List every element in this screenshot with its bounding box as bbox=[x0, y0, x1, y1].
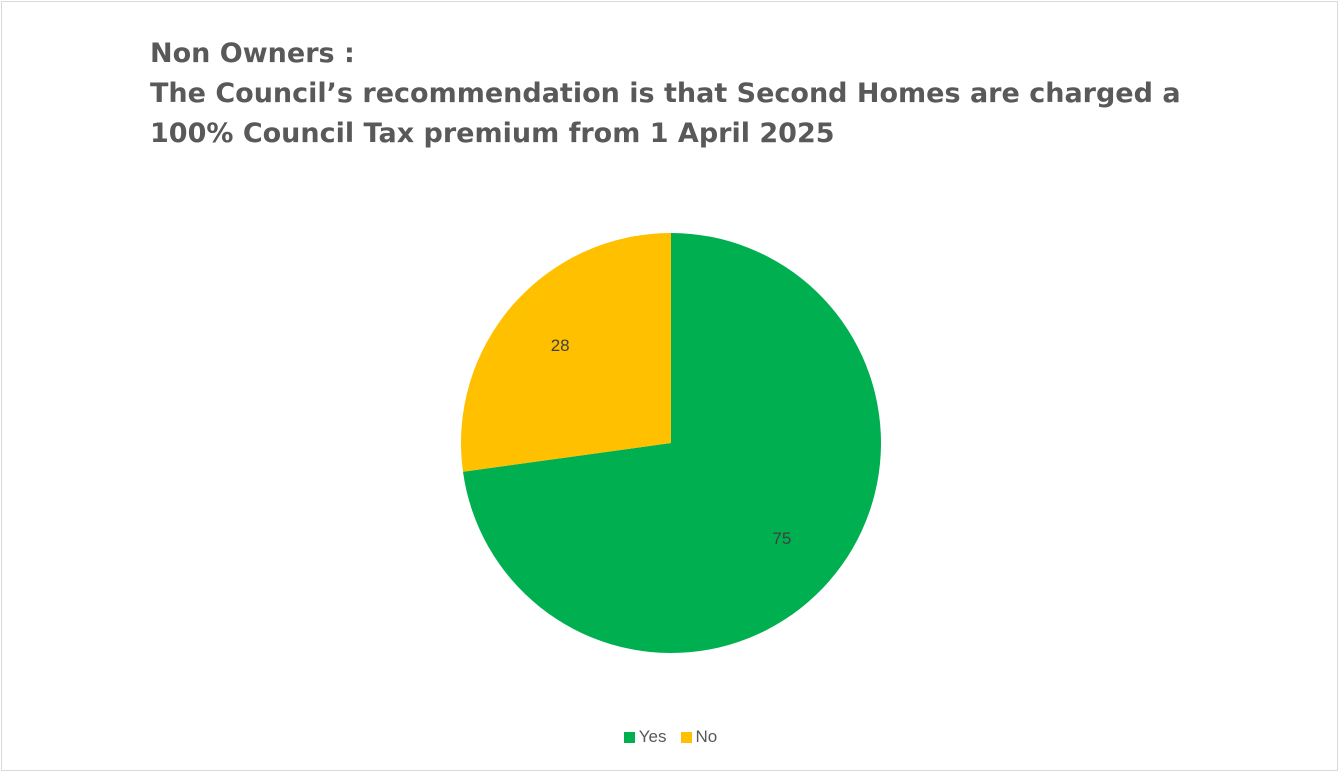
chart-title-line-1: Non Owners : bbox=[150, 38, 355, 69]
legend-item-yes: Yes bbox=[623, 727, 667, 747]
legend-swatch-no bbox=[680, 731, 692, 743]
legend-swatch-yes bbox=[623, 731, 635, 743]
legend-label-no: No bbox=[695, 727, 718, 746]
data-label-yes: 75 bbox=[772, 529, 791, 548]
chart-title: Non Owners : The Council’s recommendatio… bbox=[150, 34, 1250, 154]
pie-slice-no bbox=[460, 233, 671, 472]
data-label-no: 28 bbox=[551, 336, 570, 355]
chart-legend: Yes No bbox=[0, 727, 1341, 747]
chart-title-line-2: The Council’s recommendation is that Sec… bbox=[150, 78, 1181, 109]
legend-label-yes: Yes bbox=[638, 727, 667, 746]
legend-item-no: No bbox=[680, 727, 718, 747]
chart-title-line-3: 100% Council Tax premium from 1 April 20… bbox=[150, 118, 835, 149]
pie-slice-yes bbox=[462, 233, 882, 653]
